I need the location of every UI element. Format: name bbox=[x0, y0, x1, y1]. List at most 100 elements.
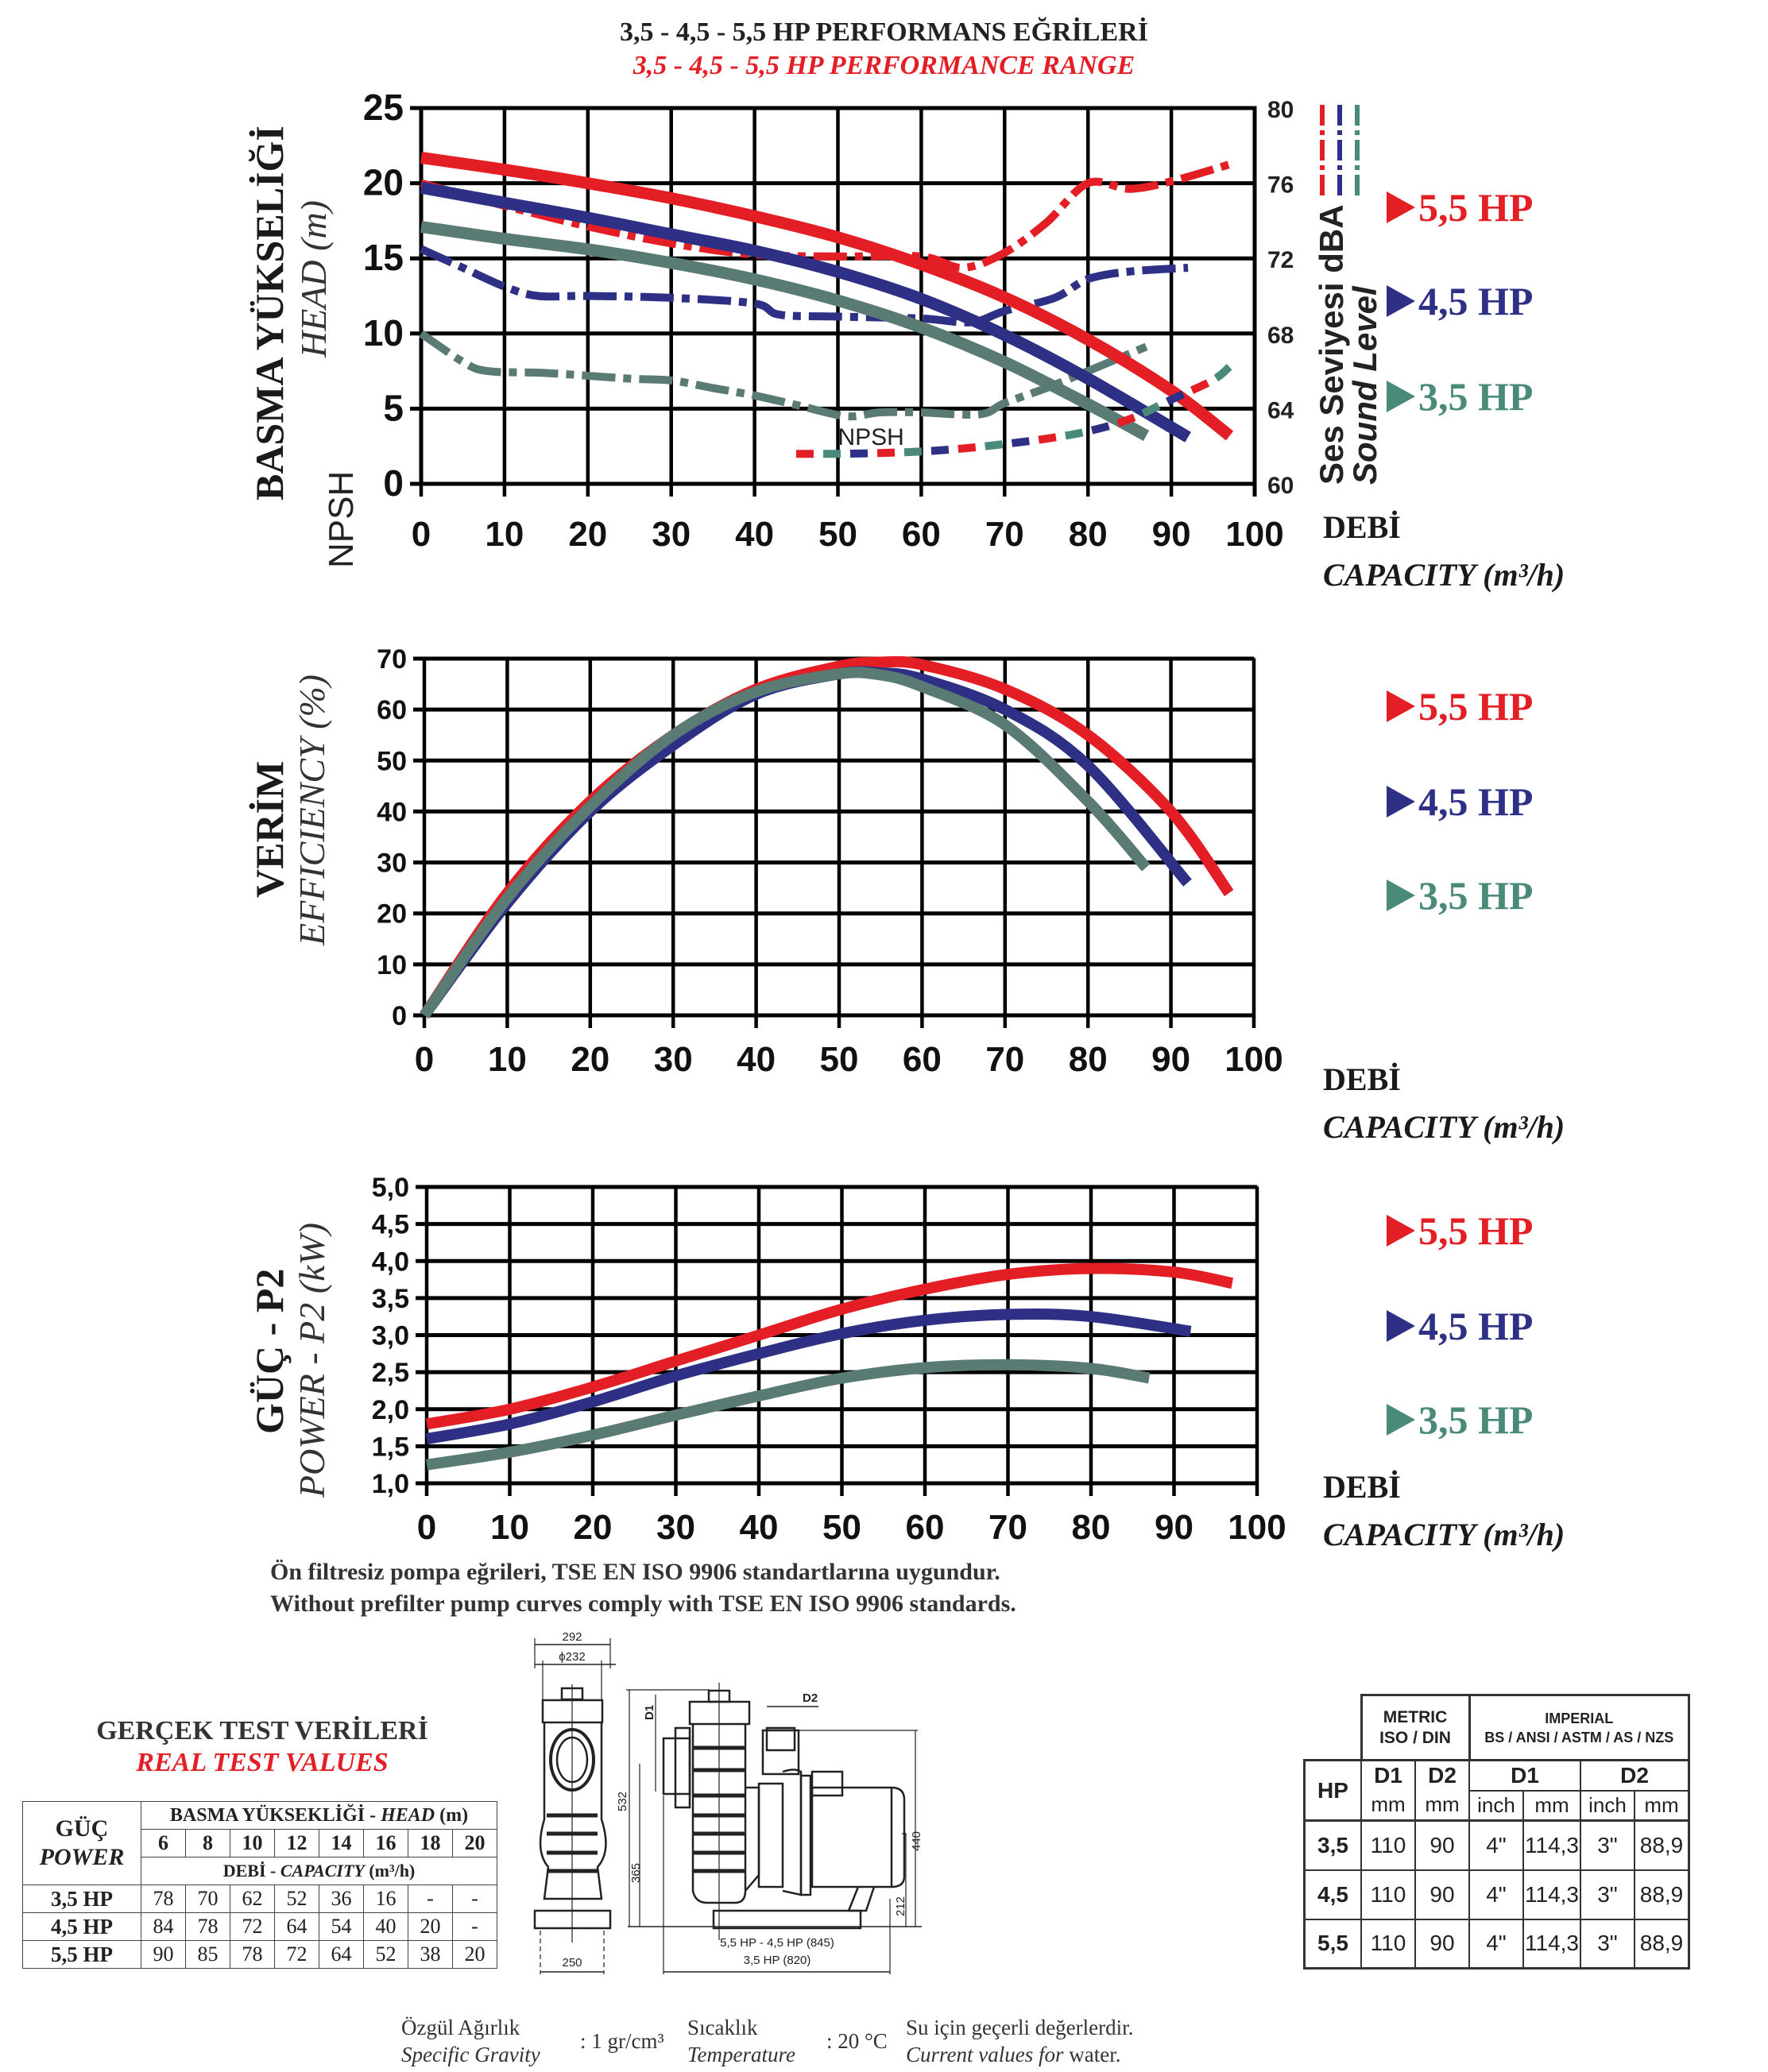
imperial-d2-header: D2 bbox=[1580, 1759, 1690, 1792]
x-tick-label: 10 bbox=[485, 515, 524, 554]
test-capacity-cell: 20 bbox=[408, 1912, 453, 1941]
legend-label: 3,5 HP bbox=[1418, 374, 1534, 419]
x-tick-label: 0 bbox=[417, 1508, 436, 1547]
label-d1: D1 bbox=[643, 1705, 656, 1720]
dim-cell-d1-mm: 110 bbox=[1360, 1869, 1416, 1920]
imperial-d1-header: D1 bbox=[1468, 1759, 1581, 1792]
validity-note-en-tail: water. bbox=[1063, 2043, 1121, 2066]
y-tick-label: 30 bbox=[377, 849, 407, 879]
x-tick-label: 70 bbox=[985, 1040, 1024, 1079]
x-tick-label: 0 bbox=[415, 1040, 434, 1079]
legend-item-4-5-hp: 4,5 HP bbox=[1387, 278, 1533, 324]
x-tick-label: 30 bbox=[654, 1040, 693, 1079]
y-tick-label: 20 bbox=[363, 162, 404, 203]
head-curve-5-5-hp bbox=[420, 151, 1234, 441]
dim-cell-d2-mm: 90 bbox=[1414, 1819, 1470, 1871]
y-tick-label: 4,5 bbox=[372, 1210, 409, 1240]
legend-label: 5,5 HP bbox=[1418, 684, 1534, 729]
test-capacity-cell: 72 bbox=[274, 1940, 319, 1969]
metric-header: METRIC ISO / DIN bbox=[1360, 1694, 1471, 1761]
hp-header: HP bbox=[1303, 1759, 1362, 1822]
test-capacity-cell: 78 bbox=[141, 1885, 186, 1913]
legend-label: 5,5 HP bbox=[1418, 185, 1534, 230]
chart-1: 0 10 20 30 40 50 60 70 80 90 100 0 5 10 15 20 25 60 64 68 72… bbox=[363, 87, 1294, 554]
chart-2: 0 10 20 30 40 50 60 70 80 90 100 0 10 20 30 40 50 60 70 bbox=[377, 644, 1283, 1079]
legend-item-5-5-hp: 5,5 HP bbox=[1387, 683, 1533, 729]
label-d2: D2 bbox=[803, 1691, 818, 1705]
head-header-en: HEAD bbox=[381, 1804, 435, 1826]
x-tick-label: 30 bbox=[656, 1508, 695, 1547]
x-tick-label: 60 bbox=[902, 515, 941, 554]
dim-table-row: 4,5 110 90 4" 114,3 3" 88,9 bbox=[1303, 1869, 1690, 1920]
test-capacity-cell: 52 bbox=[363, 1940, 408, 1969]
x-tick-label: 90 bbox=[1151, 1040, 1190, 1079]
test-capacity-cell: 64 bbox=[319, 1940, 364, 1969]
test-capacity-cell: - bbox=[452, 1885, 497, 1913]
capacity-header-en: CAPACITY bbox=[280, 1861, 365, 1881]
y-tick-label: 70 bbox=[377, 644, 407, 675]
head-value-20: 20 bbox=[452, 1829, 497, 1857]
unit-d1-inch: inch bbox=[1468, 1789, 1524, 1822]
y-tick-label: 4,0 bbox=[372, 1247, 409, 1277]
unit-d2-imm: mm bbox=[1634, 1789, 1690, 1822]
triangle-right-icon bbox=[1387, 1215, 1415, 1247]
y2-tick-label: 68 bbox=[1267, 323, 1294, 349]
unit-d1-imm: mm bbox=[1522, 1789, 1581, 1822]
x-tick-label: 100 bbox=[1225, 515, 1283, 554]
dim-cell-d1-mm: 110 bbox=[1360, 1819, 1416, 1871]
head-value-8: 8 bbox=[185, 1829, 230, 1857]
y-tick-label: 2,5 bbox=[372, 1358, 409, 1388]
x-tick-label: 0 bbox=[412, 515, 431, 554]
head-value-14: 14 bbox=[319, 1829, 364, 1857]
x-axis-label-tr-1: DEBİ bbox=[1323, 509, 1401, 545]
x-tick-label: 50 bbox=[818, 515, 857, 554]
standards-note-en: Without prefilter pump curves comply wit… bbox=[270, 1591, 1016, 1617]
y2-tick-label: 64 bbox=[1267, 397, 1294, 423]
dimensions-table: METRIC ISO / DIN IMPERIAL BS / ANSI / AS… bbox=[1303, 1694, 1690, 1970]
dim-cell-d1-imm: 114,3 bbox=[1522, 1918, 1581, 1970]
y-tick-label: 5 bbox=[383, 387, 404, 428]
legend-label: 3,5 HP bbox=[1418, 1397, 1534, 1442]
test-values-title-tr: GERÇEK TEST VERİLERİ bbox=[96, 1716, 428, 1745]
triangle-right-icon bbox=[1387, 1404, 1415, 1436]
legend-label: 3,5 HP bbox=[1418, 873, 1534, 918]
legend-item-5-5-hp: 5,5 HP bbox=[1387, 1208, 1533, 1254]
y-tick-label: 10 bbox=[363, 312, 404, 354]
y-tick-label: 2,0 bbox=[372, 1395, 409, 1425]
dim-cell-d1-inch: 4" bbox=[1468, 1918, 1524, 1970]
triangle-right-icon bbox=[1387, 191, 1415, 223]
head-value-18: 18 bbox=[408, 1829, 453, 1857]
capacity-header-row: DEBİ - CAPACITY (m³/h) bbox=[23, 1857, 497, 1885]
sound-curve-3-5-hp bbox=[419, 330, 1148, 421]
capacity-header-tr: DEBİ - bbox=[222, 1861, 280, 1881]
x-tick-label: 80 bbox=[1072, 1508, 1111, 1547]
imperial-header: IMPERIAL BS / ANSI / ASTM / AS / NZS bbox=[1468, 1694, 1690, 1761]
y2-tick-label: 72 bbox=[1267, 247, 1294, 273]
x-tick-label: 100 bbox=[1224, 1040, 1282, 1079]
test-capacity-cell: 64 bbox=[274, 1912, 319, 1941]
x-tick-label: 80 bbox=[1069, 1040, 1108, 1079]
dim-cell-d2-imm: 88,9 bbox=[1634, 1918, 1690, 1970]
x-tick-label: 70 bbox=[985, 515, 1024, 554]
test-values-row: 4,5 HP 84 78 72 64 54 40 20- bbox=[22, 1912, 497, 1941]
y-tick-label: 0 bbox=[383, 462, 404, 504]
power-header-tr: GÜÇ bbox=[55, 1815, 109, 1842]
head-curve-3-5-hp bbox=[420, 221, 1150, 442]
x-tick-label: 50 bbox=[822, 1508, 861, 1547]
dim-365: 365 bbox=[629, 1863, 643, 1883]
head-value-12: 12 bbox=[274, 1829, 319, 1857]
triangle-right-icon bbox=[1387, 1310, 1415, 1342]
pump-front-view bbox=[533, 1638, 616, 1974]
y-tick-label: 25 bbox=[363, 87, 404, 128]
page-title: 3,5 - 4,5 - 5,5 HP PERFORMANS EĞRİLERİ bbox=[620, 17, 1148, 47]
x-axis-label-tr-2: DEBİ bbox=[1323, 1061, 1401, 1097]
metric-d2-header: D2 bbox=[1414, 1759, 1470, 1791]
dim-cell-d2-imm: 88,9 bbox=[1634, 1819, 1690, 1871]
dim-292: 292 bbox=[562, 1630, 582, 1644]
temperature-label: Sıcaklık Temperature bbox=[687, 2014, 795, 2068]
efficiency-curve-5-5-hp bbox=[420, 655, 1234, 1019]
head-header: BASMA YÜKSEKLİĞİ - HEAD (m) bbox=[141, 1801, 497, 1830]
x-tick-label: 70 bbox=[988, 1508, 1027, 1547]
gravity-label-tr: Özgül Ağırlık bbox=[401, 2016, 520, 2039]
validity-note-tr: Su için geçerli değerlerdir. bbox=[906, 2016, 1134, 2039]
